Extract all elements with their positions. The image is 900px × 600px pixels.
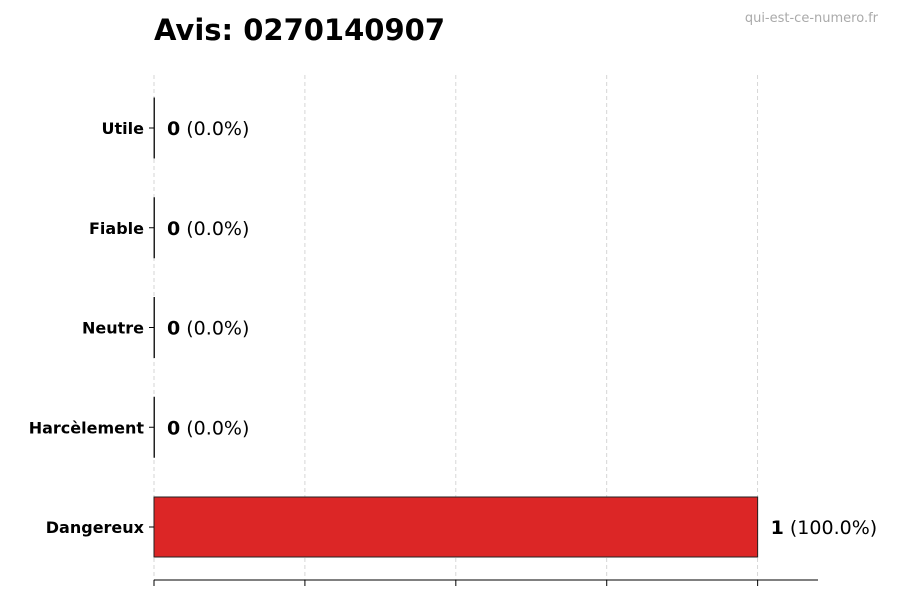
category-label: Dangereux — [46, 518, 145, 537]
percent-label: (0.0%) — [180, 417, 249, 439]
data-label: 0 (0.0%) — [167, 417, 249, 439]
bar — [153, 197, 155, 259]
percent-label: (0.0%) — [180, 218, 249, 240]
value-label: 0 — [167, 318, 180, 340]
percent-label: (100.0%) — [784, 517, 877, 539]
category-label: Neutre — [82, 319, 144, 338]
data-label: 1 (100.0%) — [771, 517, 878, 539]
category-label: Fiable — [89, 219, 144, 238]
bar — [153, 396, 155, 458]
bar — [153, 97, 155, 159]
percent-label: (0.0%) — [180, 118, 249, 140]
value-label: 0 — [167, 118, 180, 140]
bar — [153, 496, 759, 558]
data-label: 0 (0.0%) — [167, 118, 249, 140]
data-label: 0 (0.0%) — [167, 218, 249, 240]
chart-title: Avis: 0270140907 — [154, 13, 445, 47]
watermark: qui-est-ce-numero.fr — [745, 11, 879, 26]
value-label: 1 — [771, 517, 784, 539]
percent-label: (0.0%) — [180, 318, 249, 340]
category-label: Utile — [102, 119, 145, 138]
bar — [153, 297, 155, 358]
value-label: 0 — [167, 417, 180, 439]
value-label: 0 — [167, 218, 180, 240]
category-label: Harcèlement — [29, 418, 145, 437]
data-label: 0 (0.0%) — [167, 318, 249, 340]
